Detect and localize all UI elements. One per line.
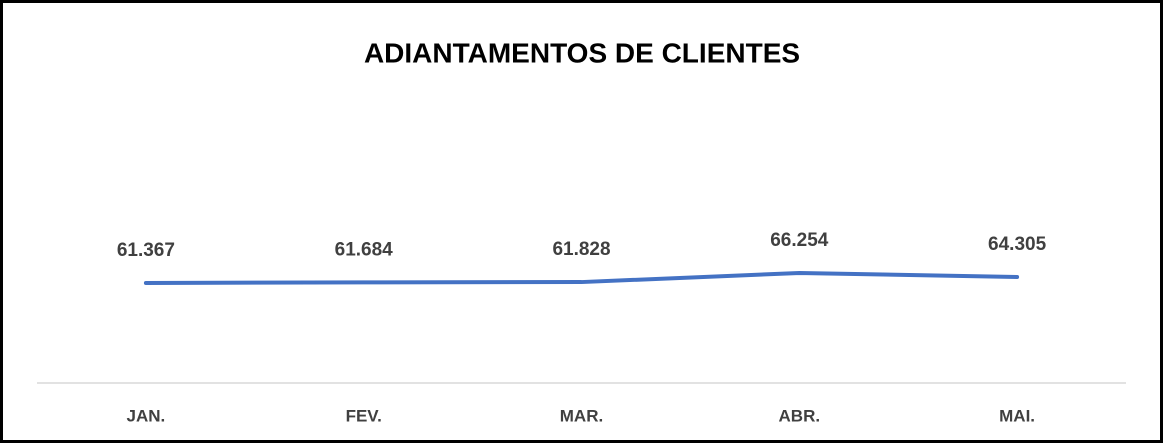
x-tick-label: JAN. — [127, 406, 166, 425]
x-tick-label: ABR. — [779, 406, 821, 425]
chart-title: ADIANTAMENTOS DE CLIENTES — [364, 37, 800, 68]
x-tick-label: MAR. — [560, 406, 603, 425]
data-label: 64.305 — [988, 234, 1047, 255]
x-tick-label: FEV. — [346, 406, 382, 425]
data-line — [143, 271, 1020, 286]
data-label: 61.684 — [335, 239, 394, 260]
data-label: 61.367 — [117, 240, 175, 261]
data-label: 66.254 — [770, 230, 829, 251]
data-label: 61.828 — [552, 239, 610, 260]
x-tick-label: MAI. — [999, 406, 1035, 425]
